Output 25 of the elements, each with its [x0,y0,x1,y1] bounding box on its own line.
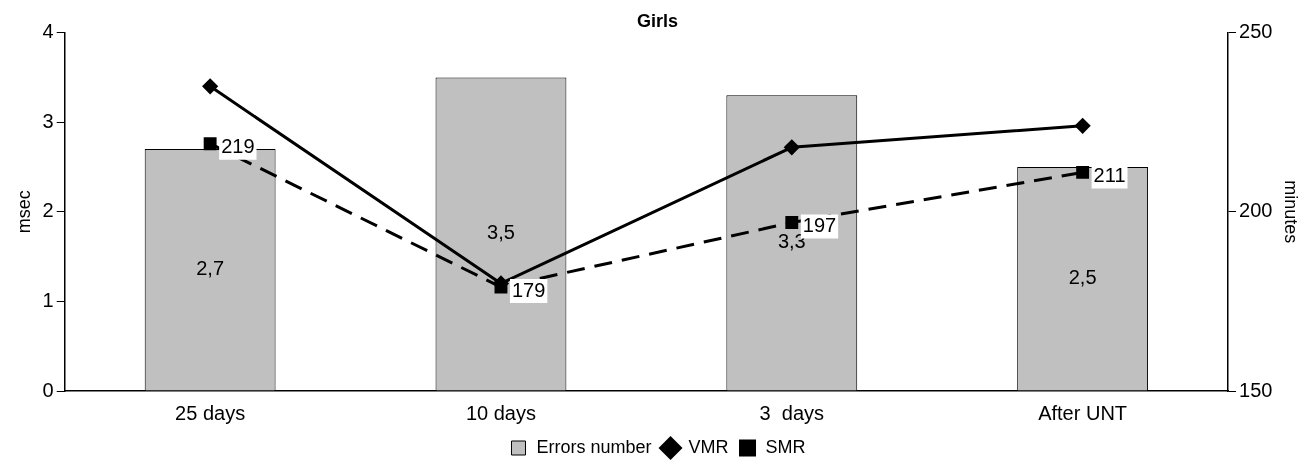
y-tick-label: 3 [42,109,54,132]
y2-tick-label: 250 [1239,20,1273,43]
data-label: 179 [511,278,546,301]
data-label: 211 [1093,163,1126,186]
data-label: 197 [802,214,837,237]
y-tick-label: 4 [42,20,54,43]
y2-tick-label: 150 [1239,378,1273,401]
legend-label: SMR [765,436,806,457]
y-tick-label: 2 [42,199,54,222]
data-label: 2,7 [196,257,225,280]
x-tick-label: 10 days [465,401,536,424]
data-label: 2,5 [1068,266,1097,289]
data-label: 219 [221,135,255,158]
y2-tick-label: 200 [1239,199,1273,222]
chart-title: Girls [636,10,679,31]
x-tick-label: 3 days [759,401,825,424]
legend-label: Errors number [536,436,652,457]
y-tick-label: 1 [42,288,54,311]
data-label: 3,5 [487,221,515,244]
x-tick-label: 25 days [175,401,246,424]
legend-label: VMR [688,436,729,457]
y-axis-title: msec [13,190,34,234]
x-tick-label: After UNT [1038,401,1128,424]
y-tick-label: 0 [42,378,54,401]
y2-axis-title: minutes [1281,180,1302,244]
